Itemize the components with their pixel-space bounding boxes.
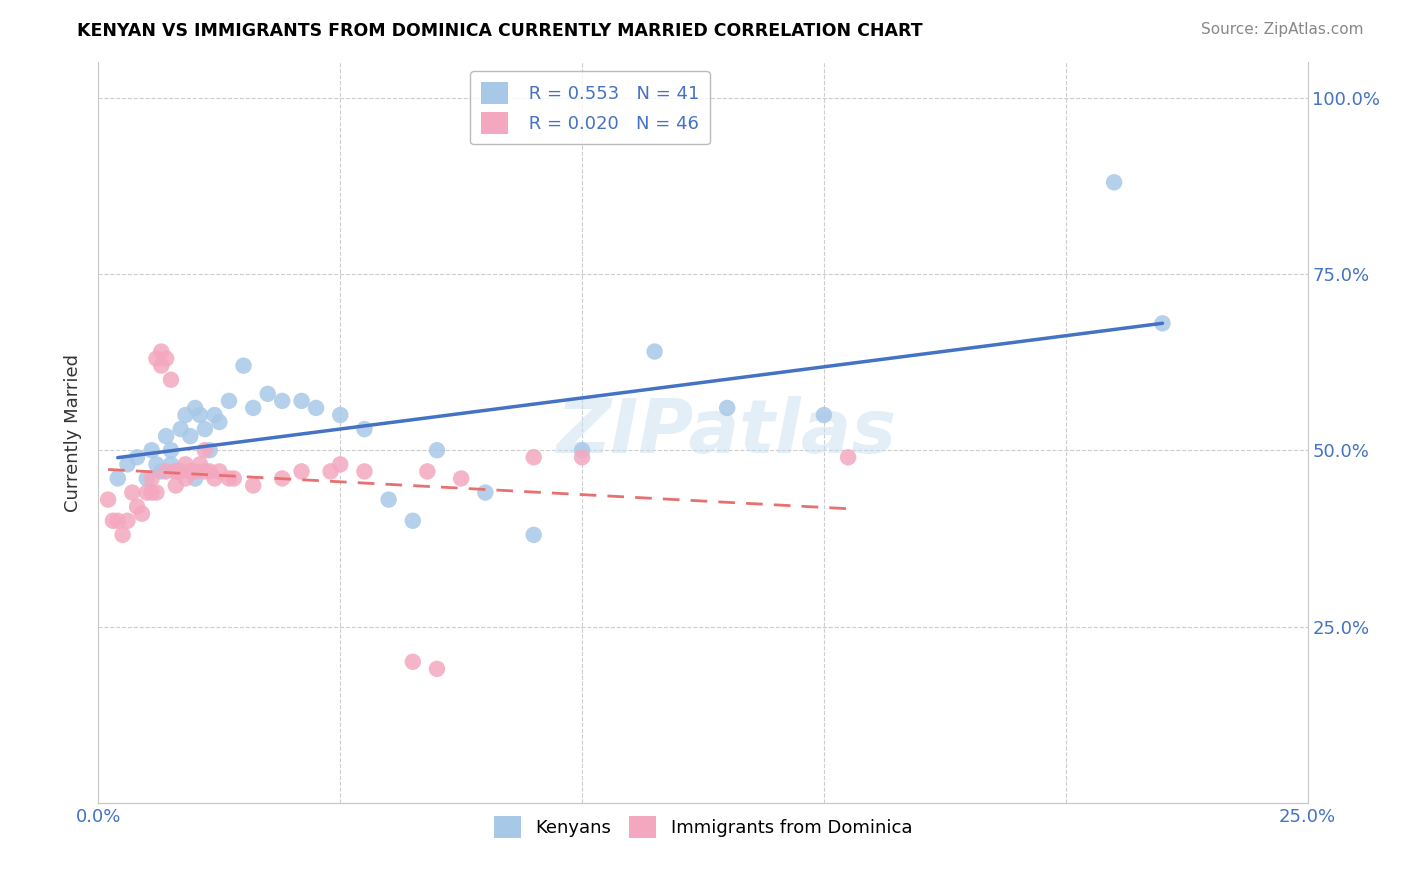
Point: [107, 514, 129, 528]
Point: [174, 458, 197, 472]
Point: [194, 443, 217, 458]
Point: [222, 471, 245, 485]
Point: [194, 422, 217, 436]
Point: [198, 464, 221, 478]
Point: [402, 655, 425, 669]
Point: [174, 471, 197, 485]
Point: [416, 464, 439, 478]
Point: [155, 429, 177, 443]
Point: [135, 485, 157, 500]
Point: [208, 464, 231, 478]
Point: [194, 464, 217, 478]
Point: [155, 464, 177, 478]
Point: [145, 458, 167, 472]
Point: [127, 500, 149, 514]
Point: [169, 464, 191, 478]
Point: [160, 373, 183, 387]
Point: [141, 485, 163, 500]
Point: [256, 387, 278, 401]
Point: [107, 471, 129, 485]
Point: [165, 464, 187, 478]
Point: [1102, 175, 1125, 189]
Point: [450, 471, 472, 485]
Point: [1152, 316, 1174, 330]
Point: [377, 492, 399, 507]
Point: [131, 507, 153, 521]
Point: [117, 514, 139, 528]
Point: [426, 662, 449, 676]
Point: [184, 471, 207, 485]
Point: [184, 401, 207, 415]
Point: [174, 408, 197, 422]
Point: [150, 344, 173, 359]
Point: [837, 450, 859, 465]
Point: [474, 485, 496, 500]
Point: [523, 528, 546, 542]
Point: [242, 478, 264, 492]
Point: [218, 393, 240, 408]
Point: [329, 458, 352, 472]
Point: [271, 393, 294, 408]
Point: [165, 464, 187, 478]
Point: [571, 443, 593, 458]
Point: [155, 351, 177, 366]
Point: [141, 471, 163, 485]
Point: [242, 401, 264, 415]
Text: Source: ZipAtlas.com: Source: ZipAtlas.com: [1201, 22, 1364, 37]
Point: [571, 450, 593, 465]
Point: [145, 351, 167, 366]
Point: [188, 408, 211, 422]
Point: [121, 485, 143, 500]
Point: [198, 443, 221, 458]
Legend: Kenyans, Immigrants from Dominica: Kenyans, Immigrants from Dominica: [486, 809, 920, 846]
Point: [101, 514, 124, 528]
Point: [644, 344, 666, 359]
Point: [165, 478, 187, 492]
Point: [179, 464, 201, 478]
Point: [208, 415, 231, 429]
Point: [305, 401, 328, 415]
Point: [353, 464, 375, 478]
Point: [204, 471, 226, 485]
Point: [329, 408, 352, 422]
Point: [184, 464, 207, 478]
Point: [135, 471, 157, 485]
Text: KENYAN VS IMMIGRANTS FROM DOMINICA CURRENTLY MARRIED CORRELATION CHART: KENYAN VS IMMIGRANTS FROM DOMINICA CURRE…: [77, 22, 922, 40]
Point: [353, 422, 375, 436]
Point: [145, 485, 167, 500]
Point: [188, 458, 211, 472]
Point: [97, 492, 120, 507]
Point: [160, 443, 183, 458]
Point: [813, 408, 835, 422]
Point: [141, 443, 163, 458]
Point: [271, 471, 294, 485]
Point: [150, 359, 173, 373]
Point: [402, 514, 425, 528]
Point: [179, 429, 201, 443]
Point: [218, 471, 240, 485]
Point: [204, 408, 226, 422]
Point: [716, 401, 738, 415]
Point: [150, 464, 173, 478]
Point: [523, 450, 546, 465]
Point: [319, 464, 342, 478]
Point: [232, 359, 254, 373]
Point: [426, 443, 449, 458]
Point: [117, 458, 139, 472]
Y-axis label: Currently Married: Currently Married: [65, 353, 83, 512]
Point: [290, 464, 312, 478]
Point: [111, 528, 134, 542]
Point: [290, 393, 312, 408]
Point: [160, 458, 183, 472]
Point: [127, 450, 149, 465]
Text: ZIPatlas: ZIPatlas: [557, 396, 897, 469]
Point: [169, 422, 191, 436]
